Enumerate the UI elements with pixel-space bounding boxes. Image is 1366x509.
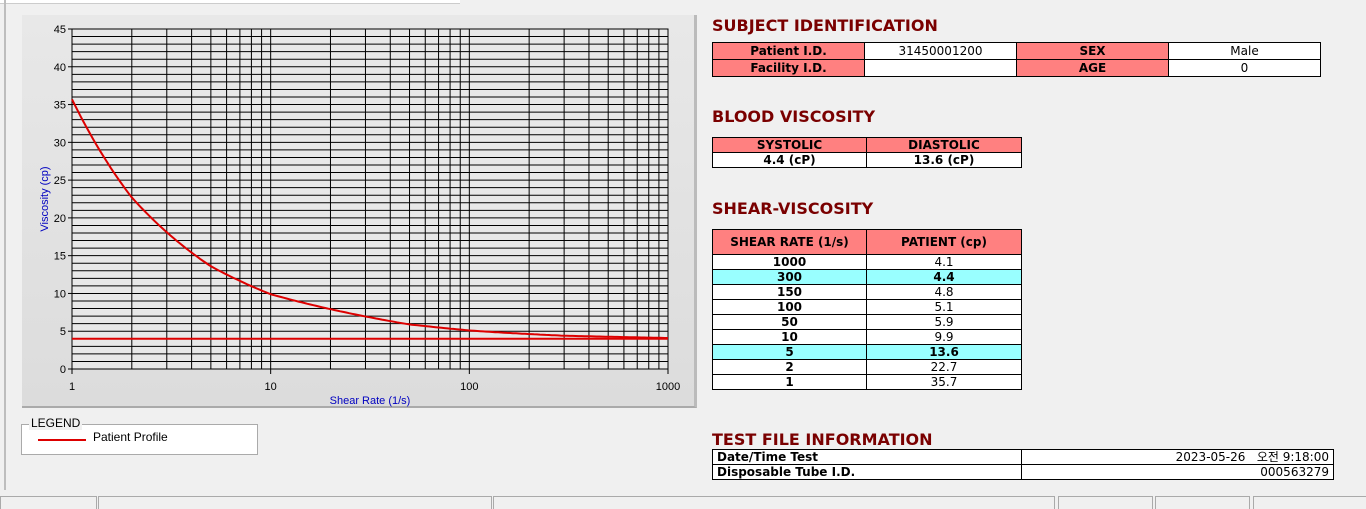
- subject-table: Patient I.D. 31450001200 SEX Male Facility …: [712, 42, 1321, 77]
- shear-table: SHEAR RATE (1/s) PATIENT (cp) 1000 4.1 300 4…: [712, 229, 1022, 390]
- shear-rate-cell: 50: [712, 314, 867, 330]
- status-segment: [98, 496, 492, 509]
- patient-header: PATIENT (cp): [866, 229, 1022, 255]
- shear-row: 1000 4.1: [712, 254, 1022, 270]
- patient-profile-line: [71, 98, 668, 339]
- y-tick-label: 45: [54, 24, 66, 36]
- patient-id-value: 31450001200: [864, 42, 1017, 60]
- legend-entry: Patient Profile: [93, 430, 168, 444]
- x-tick-label: 1: [69, 381, 75, 393]
- y-tick-label: 30: [54, 137, 66, 149]
- shear-title: SHEAR-VISCOSITY: [712, 199, 874, 218]
- status-segment: [493, 496, 1055, 509]
- patient-id-label: Patient I.D.: [712, 42, 865, 60]
- shear-rate-cell: 10: [712, 329, 867, 345]
- date-label: Date/Time Test: [712, 449, 1022, 465]
- patient-value-cell: 4.4: [866, 269, 1022, 285]
- y-tick-label: 20: [54, 213, 66, 225]
- shear-rate-cell: 1: [712, 374, 867, 390]
- date-value: 2023-05-26 오전 9:18:00: [1021, 449, 1334, 465]
- shear-rate-cell: 100: [712, 299, 867, 315]
- status-segment: [1058, 496, 1153, 509]
- blood-title: BLOOD VISCOSITY: [712, 107, 876, 126]
- status-segment: [1155, 496, 1250, 509]
- shear-row: 2 22.7: [712, 359, 1022, 375]
- x-tick-label: 1000: [656, 381, 680, 393]
- sex-label: SEX: [1016, 42, 1169, 60]
- subject-title: SUBJECT IDENTIFICATION: [712, 16, 938, 35]
- patient-value-cell: 4.8: [866, 284, 1022, 300]
- diastolic-value: 13.6 (cP): [866, 152, 1022, 168]
- legend-line-swatch: [38, 439, 86, 441]
- shear-rate-cell: 2: [712, 359, 867, 375]
- plot-area: [71, 28, 669, 370]
- y-tick-label: 5: [60, 326, 66, 338]
- systolic-label: SYSTOLIC: [712, 137, 867, 153]
- tube-value: 000563279: [1021, 464, 1334, 480]
- y-tick-label: 0: [60, 364, 66, 376]
- facility-id-value: [864, 59, 1017, 77]
- window-border: [4, 0, 6, 490]
- tube-label: Disposable Tube I.D.: [712, 464, 1022, 480]
- facility-id-label: Facility I.D.: [712, 59, 865, 77]
- shear-row: 150 4.8: [712, 284, 1022, 300]
- x-tick-label: 10: [265, 381, 277, 393]
- shear-row: 1 35.7: [712, 374, 1022, 390]
- shear-rate-header: SHEAR RATE (1/s): [712, 229, 867, 255]
- sex-value: Male: [1168, 42, 1321, 60]
- legend: LEGEND Patient Profile: [21, 416, 258, 455]
- top-field: [0, 0, 460, 4]
- y-tick-label: 40: [54, 62, 66, 74]
- shear-row: 300 4.4: [712, 269, 1022, 285]
- y-tick-label: 15: [54, 251, 66, 263]
- shear-rate-cell: 5: [712, 344, 867, 360]
- patient-value-cell: 5.9: [866, 314, 1022, 330]
- shear-rate-cell: 1000: [712, 254, 867, 270]
- patient-value-cell: 9.9: [866, 329, 1022, 345]
- age-value: 0: [1168, 59, 1321, 77]
- patient-value-cell: 4.1: [866, 254, 1022, 270]
- shear-rate-cell: 300: [712, 269, 867, 285]
- viscosity-chart: 0 5 10 15 20 25 30 35 40 45 1 10 100 1000 Shear Rate (…: [39, 24, 680, 407]
- systolic-value: 4.4 (cP): [712, 152, 867, 168]
- y-tick-label: 25: [54, 175, 66, 187]
- age-label: AGE: [1016, 59, 1169, 77]
- shear-row: 100 5.1: [712, 299, 1022, 315]
- patient-value-cell: 22.7: [866, 359, 1022, 375]
- y-axis-label: Viscosity (cp): [39, 166, 51, 231]
- y-tick-label: 35: [54, 100, 66, 112]
- shear-row: 10 9.9: [712, 329, 1022, 345]
- patient-value-cell: 13.6: [866, 344, 1022, 360]
- test-title: TEST FILE INFORMATION: [712, 430, 933, 449]
- diastolic-label: DIASTOLIC: [866, 137, 1022, 153]
- status-segment: [0, 496, 97, 509]
- y-tick-label: 10: [54, 288, 66, 300]
- legend-title: LEGEND: [29, 416, 83, 430]
- status-segment: [1253, 496, 1366, 509]
- blood-table: SYSTOLIC DIASTOLIC 4.4 (cP) 13.6 (cP): [712, 137, 1022, 168]
- patient-value-cell: 35.7: [866, 374, 1022, 390]
- shear-rate-cell: 150: [712, 284, 867, 300]
- test-table: Date/Time Test 2023-05-26 오전 9:18:00 Disp…: [712, 449, 1334, 480]
- patient-value-cell: 5.1: [866, 299, 1022, 315]
- shear-row: 50 5.9: [712, 314, 1022, 330]
- shear-row: 5 13.6: [712, 344, 1022, 360]
- x-axis-label: Shear Rate (1/s): [330, 395, 411, 407]
- x-tick-label: 100: [460, 381, 478, 393]
